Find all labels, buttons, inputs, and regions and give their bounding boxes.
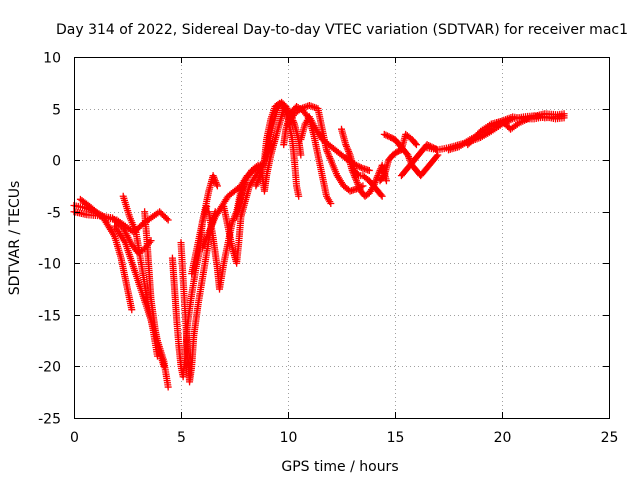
x-tick-label: 20 — [494, 430, 512, 446]
data-point — [365, 166, 373, 174]
data-point — [295, 192, 303, 200]
sdtvar-track — [284, 101, 367, 195]
sdtvar-track — [380, 130, 442, 180]
data-point — [411, 139, 419, 147]
y-tick-label: -10 — [38, 257, 61, 273]
data-point — [164, 383, 172, 391]
data-point — [385, 133, 393, 141]
data-point — [128, 306, 136, 314]
x-tick-label: 25 — [601, 430, 619, 446]
data-point — [433, 152, 441, 160]
data-point — [160, 362, 168, 370]
data-point — [153, 352, 161, 360]
y-tick-label: 10 — [43, 51, 61, 67]
y-tick-label: 0 — [52, 154, 61, 170]
axes-layer: 0 5 10 15 20 25 -25 -20 -15 -10 -5 0 5 10 — [38, 51, 618, 447]
data-point — [164, 216, 172, 224]
data-point — [357, 164, 365, 172]
data-point — [297, 151, 305, 159]
sdtvar-track — [464, 110, 568, 149]
sdtvar-track — [344, 151, 390, 200]
data-point — [378, 192, 386, 200]
data-point — [147, 237, 155, 245]
y-tick-label: -25 — [38, 412, 61, 428]
data-point — [382, 177, 390, 185]
x-tick-label: 5 — [177, 430, 186, 446]
y-tick-label: -20 — [38, 360, 61, 376]
sdtvar-track — [76, 195, 136, 314]
y-tick-label: -15 — [38, 309, 61, 325]
data-point — [213, 182, 221, 190]
y-tick-label: -5 — [47, 206, 61, 222]
data-point — [377, 191, 385, 199]
data-point — [379, 173, 387, 181]
x-tick-label: 10 — [280, 430, 298, 446]
data-point — [380, 130, 388, 138]
data-point — [384, 132, 392, 140]
sdtvar-track — [233, 105, 288, 221]
x-axis-label: GPS time / hours — [281, 459, 398, 475]
sdtvar-track — [188, 172, 221, 278]
y-tick-label: 5 — [52, 103, 61, 119]
x-tick-label: 0 — [70, 430, 79, 446]
points-layer — [70, 98, 568, 391]
data-point — [327, 199, 335, 207]
data-point — [356, 163, 364, 171]
sdtvar-track — [119, 192, 161, 360]
y-axis-label: SDTVAR / TECUs — [7, 181, 23, 296]
plot-frame — [74, 57, 610, 419]
data-point — [560, 110, 568, 118]
data-point — [382, 131, 390, 139]
data-point — [163, 215, 171, 223]
x-tick-label: 15 — [387, 430, 405, 446]
data-point — [412, 141, 420, 149]
chart-title: Day 314 of 2022, Sidereal Day-to-day VTE… — [56, 22, 628, 38]
